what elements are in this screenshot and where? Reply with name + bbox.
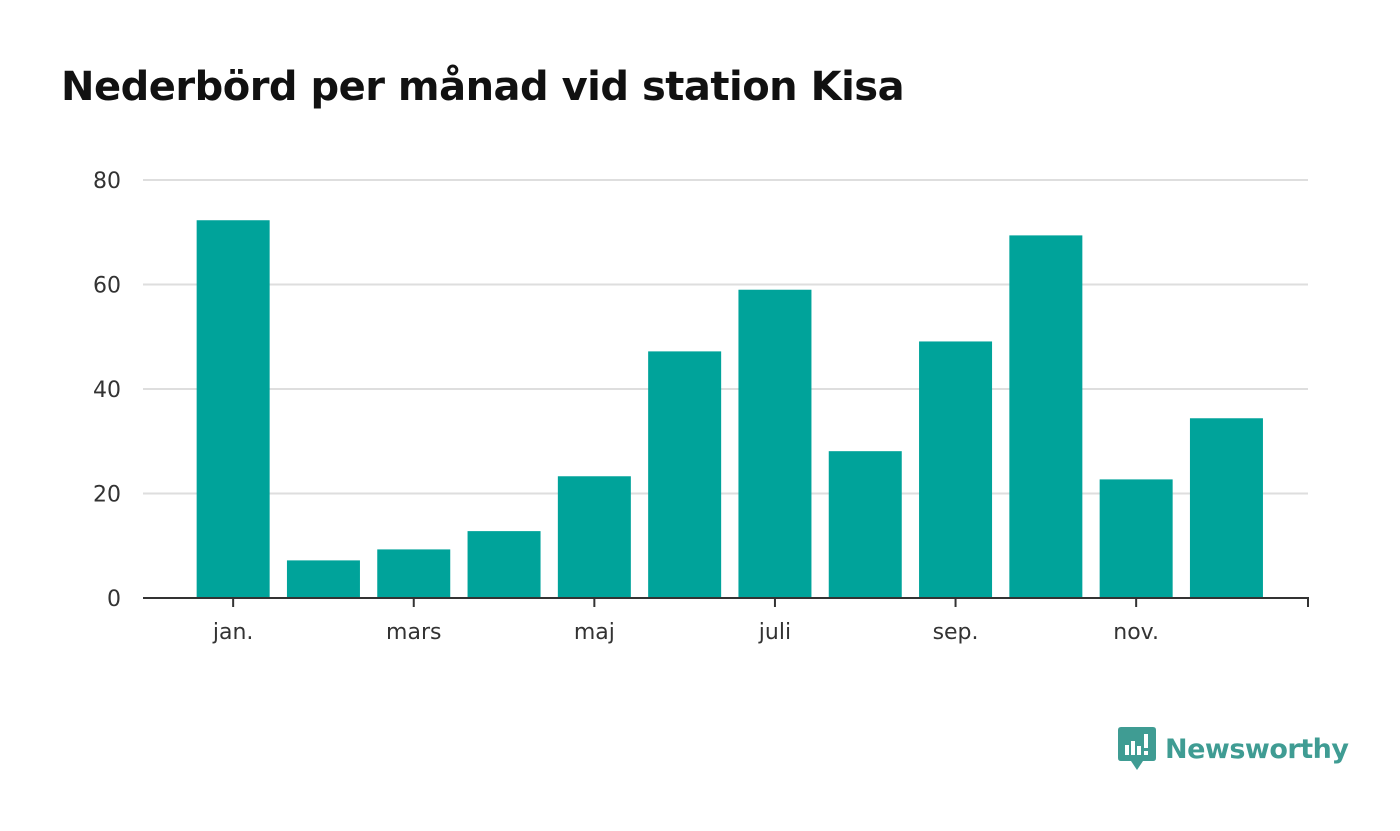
bar: juni: 47.2 [648, 351, 722, 598]
bar: apr.: 12.8 [467, 531, 541, 598]
bar: feb.: 7.2 [286, 560, 360, 598]
bar: juli: 59 [738, 289, 812, 598]
newsworthy-brand: Newsworthy [1118, 727, 1349, 771]
y-tick-label: 80 [93, 169, 121, 194]
y-tick-label: 60 [93, 274, 121, 299]
x-tick-label: jan. [212, 620, 254, 645]
gridlines [143, 179, 1308, 495]
newsworthy-logo-icon [1118, 727, 1156, 770]
bar-chart: jan.: 72.3feb.: 7.2mars: 9.3apr.: 12.8ma… [93, 169, 1309, 645]
x-tick-label: juli [758, 620, 791, 645]
bar: aug.: 28.1 [828, 451, 902, 598]
y-tick-label: 20 [93, 483, 121, 508]
x-tick-label: mars [386, 620, 441, 645]
bar: sep.: 49.1 [919, 341, 993, 598]
axes: 0 20 40 60 80 jan. mars maj juli sep. nov. [93, 169, 1309, 645]
bar: maj: 23.3 [557, 476, 631, 598]
x-tick-label: sep. [933, 620, 979, 645]
bars: jan.: 72.3 feb.: 7.2 mars: 9.3 apr.: 12.8ma… [196, 220, 1263, 599]
y-tick-label: 0 [107, 587, 121, 612]
y-tick-label: 40 [93, 378, 121, 403]
bar: okt.: 69.4 [1009, 235, 1083, 598]
bar: mars: 9.3 [377, 549, 451, 598]
x-tick-label: maj [574, 620, 615, 645]
bar: dec.: 34.4 [1189, 418, 1263, 598]
brand-name: Newsworthy [1165, 733, 1349, 765]
bar: nov.: 22.7 [1099, 479, 1173, 598]
chart-title: Nederbörd per månad vid station Kisa [61, 64, 905, 110]
bar: jan.: 72.3 [196, 220, 270, 599]
x-tick-label: nov. [1113, 620, 1159, 645]
